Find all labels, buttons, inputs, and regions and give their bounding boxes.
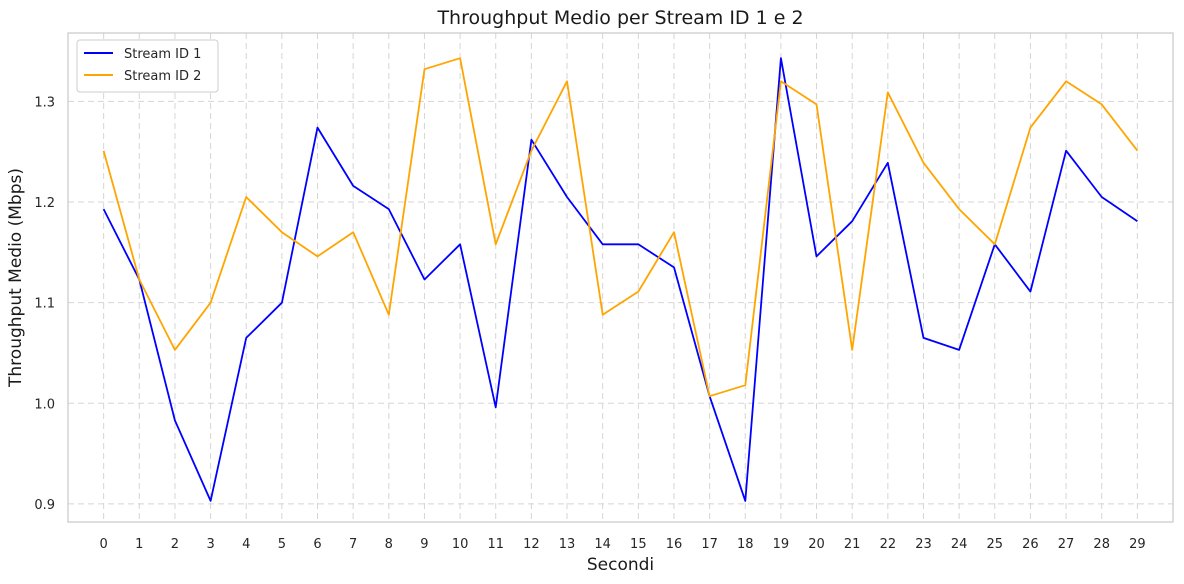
x-tick-label: 28 xyxy=(1093,537,1110,552)
x-tick-label: 16 xyxy=(666,537,683,552)
y-tick-label: 1.1 xyxy=(34,297,55,312)
x-tick-label: 21 xyxy=(844,537,861,552)
series-line-stream-1 xyxy=(102,57,1138,502)
y-tick-label: 1.2 xyxy=(34,196,55,211)
x-tick-label: 12 xyxy=(523,537,540,552)
legend-label-stream-2: Stream ID 2 xyxy=(124,69,201,84)
x-tick-label: 2 xyxy=(171,537,179,552)
x-axis-label: Secondi xyxy=(587,555,654,575)
series-lines xyxy=(102,57,1139,502)
x-tick-label: 15 xyxy=(630,537,647,552)
x-tick-label: 0 xyxy=(100,537,108,552)
legend: Stream ID 1 Stream ID 2 xyxy=(76,39,219,93)
x-tick-label: 24 xyxy=(951,537,968,552)
x-tick-label: 19 xyxy=(773,537,790,552)
x-tick-label: 8 xyxy=(385,537,393,552)
plot-frame xyxy=(67,32,1174,523)
x-tick-label: 29 xyxy=(1129,537,1146,552)
y-axis-ticks: 0.9 1.0 1.1 1.2 1.3 xyxy=(34,95,55,512)
x-axis-ticks: 0 1 2 3 4 5 6 7 8 9 10 11 12 13 14 15 16 17 18 19 20 21 22 23 24… xyxy=(100,537,1146,552)
y-tick-label: 1.3 xyxy=(34,95,55,110)
x-tick-label: 7 xyxy=(349,537,357,552)
x-tick-label: 14 xyxy=(594,537,611,552)
x-tick-label: 10 xyxy=(452,537,469,552)
y-tick-label: 1.0 xyxy=(34,397,55,412)
x-tick-label: 4 xyxy=(242,537,250,552)
series-line-stream-2 xyxy=(102,57,1139,398)
y-tick-label: 0.9 xyxy=(34,498,55,513)
chart-title: Throughput Medio per Stream ID 1 e 2 xyxy=(436,7,803,29)
x-tick-label: 6 xyxy=(313,537,321,552)
x-tick-label: 23 xyxy=(915,537,932,552)
x-tick-label: 26 xyxy=(1022,537,1039,552)
x-tick-label: 9 xyxy=(420,537,428,552)
legend-label-stream-1: Stream ID 1 xyxy=(124,47,201,62)
y-axis-label: Throughput Medio (Mbps) xyxy=(6,168,26,388)
x-tick-label: 22 xyxy=(880,537,897,552)
x-tick-label: 17 xyxy=(701,537,718,552)
x-tick-label: 13 xyxy=(559,537,576,552)
x-tick-label: 11 xyxy=(487,537,504,552)
x-tick-label: 18 xyxy=(737,537,754,552)
x-tick-label: 3 xyxy=(206,537,214,552)
x-tick-label: 20 xyxy=(808,537,825,552)
x-tick-label: 25 xyxy=(987,537,1004,552)
x-tick-label: 1 xyxy=(135,537,143,552)
x-tick-label: 27 xyxy=(1058,537,1075,552)
x-tick-label: 5 xyxy=(278,537,286,552)
